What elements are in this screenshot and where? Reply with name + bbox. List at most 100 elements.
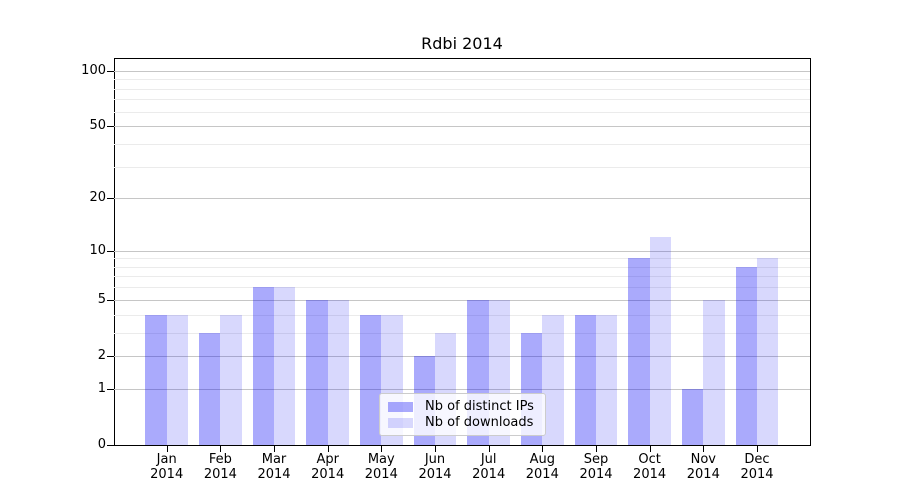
chart-title: Rdbi 2014	[421, 34, 503, 53]
x-tick-mark	[757, 446, 758, 452]
bar-may-distinct-ips	[359, 314, 382, 445]
legend-entry-downloads: Nb of downloads	[388, 415, 537, 431]
major-gridline	[114, 70, 810, 72]
x-tick-label-feb: Feb 2014	[188, 452, 252, 482]
minor-gridline	[114, 79, 810, 81]
y-axis-line	[114, 58, 115, 446]
x-tick-year: 2014	[633, 467, 667, 482]
minor-gridline	[114, 276, 810, 278]
bar-aug-downloads	[542, 314, 564, 445]
legend-entry-distinct-ips: Nb of distinct IPs	[388, 399, 537, 415]
x-axis-line	[114, 445, 811, 446]
x-tick-mark	[703, 446, 705, 452]
x-tick-mark	[220, 446, 222, 452]
bar-mar-distinct-ips	[252, 287, 274, 445]
y-tick-label: 50	[89, 118, 106, 134]
minor-gridline	[114, 332, 810, 334]
major-gridline	[114, 388, 810, 390]
x-tick-label-apr: Apr 2014	[296, 452, 360, 482]
bar-apr-distinct-ips	[306, 299, 328, 445]
x-tick-year: 2014	[686, 467, 720, 482]
plot-area: Nb of distinct IPs Nb of downloads	[114, 58, 810, 445]
minor-gridline	[114, 287, 810, 289]
legend-label-downloads: Nb of downloads	[425, 415, 534, 430]
minor-gridline	[114, 99, 810, 101]
bar-nov-distinct-ips	[681, 388, 704, 445]
bar-oct-downloads	[649, 237, 671, 445]
x-tick-mark	[274, 446, 275, 452]
y-tick-label: 10	[89, 242, 106, 258]
x-tick-year: 2014	[418, 467, 452, 482]
x-tick-label-jun: Jun 2014	[403, 452, 467, 482]
x-tick-year: 2014	[311, 467, 345, 482]
y-tick-label: 0	[97, 437, 106, 452]
bar-sep-distinct-ips	[574, 314, 596, 445]
x-tick-month: Nov	[690, 452, 716, 467]
y-tick-mark	[107, 299, 114, 301]
x-tick-label-aug: Aug 2014	[510, 452, 574, 482]
major-gridline	[114, 250, 810, 252]
x-tick-month: Feb	[208, 452, 232, 467]
x-tick-mark	[542, 446, 544, 452]
x-tick-year: 2014	[257, 467, 291, 482]
x-tick-label-oct: Oct 2014	[618, 452, 682, 482]
y-tick-mark	[107, 355, 114, 357]
bar-jan-distinct-ips	[145, 314, 167, 445]
x-tick-month: Sep	[583, 452, 609, 467]
x-tick-month: Aug	[529, 452, 555, 467]
x-tick-month: Dec	[744, 452, 770, 467]
y-tick-mark	[107, 250, 114, 252]
bar-dec-downloads	[757, 258, 779, 445]
bar-jan-downloads	[166, 314, 189, 445]
x-tick-year: 2014	[579, 467, 613, 482]
x-tick-year: 2014	[525, 467, 559, 482]
x-tick-month: Jun	[424, 452, 446, 467]
minor-gridline	[114, 314, 810, 316]
y-tick-mark	[107, 198, 114, 200]
major-gridline	[114, 355, 810, 357]
x-tick-year: 2014	[364, 467, 398, 482]
y-tick-mark	[107, 70, 114, 72]
x-tick-month: Apr	[316, 452, 339, 467]
y-tick-mark	[107, 126, 114, 128]
x-tick-label-nov: Nov 2014	[671, 452, 735, 482]
y-tick-label: 2	[97, 347, 106, 363]
y-tick-mark	[107, 388, 114, 390]
x-tick-mark	[166, 446, 168, 452]
bar-sep-downloads	[596, 314, 618, 445]
x-tick-month: Mar	[261, 452, 287, 467]
y-tick-label: 20	[89, 190, 106, 206]
plot-border-top	[114, 58, 811, 59]
bar-nov-downloads	[703, 299, 725, 445]
minor-gridline	[114, 258, 810, 260]
bar-oct-distinct-ips	[628, 258, 650, 445]
y-tick-label: 5	[97, 291, 106, 307]
x-tick-label-jul: Jul 2014	[457, 452, 521, 482]
x-tick-year: 2014	[472, 467, 506, 482]
x-tick-mark	[381, 446, 383, 452]
legend-label-distinct-ips: Nb of distinct IPs	[425, 399, 534, 414]
x-tick-label-dec: Dec 2014	[725, 452, 789, 482]
y-tick-mark	[107, 445, 114, 446]
x-tick-mark	[488, 446, 490, 452]
x-tick-label-may: May 2014	[349, 452, 413, 482]
minor-gridline	[114, 166, 810, 168]
bar-feb-downloads	[220, 314, 242, 445]
y-tick-label: 1	[97, 380, 106, 396]
x-tick-mark	[596, 446, 597, 452]
x-tick-month: Jan	[156, 452, 177, 467]
x-tick-mark	[649, 446, 651, 452]
legend-swatch-downloads	[388, 418, 413, 428]
minor-gridline	[114, 88, 810, 90]
major-gridline	[114, 126, 810, 128]
x-tick-month: Jul	[480, 452, 497, 467]
plot-border-right	[810, 58, 811, 446]
x-tick-month: Oct	[638, 452, 661, 467]
bar-mar-downloads	[274, 287, 296, 445]
legend-swatch-distinct-ips	[388, 402, 413, 412]
y-tick-label: 100	[81, 62, 106, 78]
x-tick-year: 2014	[150, 467, 184, 482]
bar-feb-distinct-ips	[199, 332, 221, 445]
x-tick-label-jan: Jan 2014	[135, 452, 199, 482]
